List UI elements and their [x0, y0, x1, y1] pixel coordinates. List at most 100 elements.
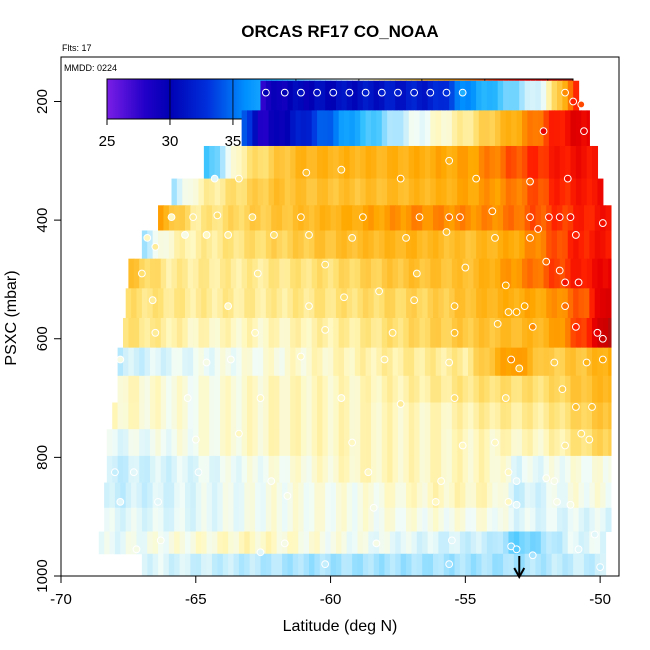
heatmap-cell — [139, 375, 146, 403]
heatmap-cell — [182, 429, 189, 457]
heatmap-cell — [473, 258, 480, 289]
heatmap-cell — [554, 402, 561, 430]
heatmap-cell — [158, 507, 165, 533]
heatmap-cell — [306, 429, 313, 457]
heatmap-cell — [435, 347, 442, 377]
sample-point — [375, 287, 383, 296]
sample-point — [226, 355, 235, 364]
heatmap-cell — [419, 429, 426, 457]
heatmap-cell — [373, 230, 380, 260]
sample-point — [402, 234, 410, 242]
heatmap-cell — [527, 402, 534, 430]
heatmap-cell — [317, 145, 324, 180]
heatmap-cell — [435, 402, 442, 430]
heatmap-cell — [602, 317, 609, 349]
heatmap-cell — [338, 347, 345, 377]
heatmap-cell — [295, 429, 302, 457]
heatmap-cell — [292, 205, 299, 231]
heatmap-cell — [408, 429, 415, 457]
heatmap-cell — [500, 455, 507, 484]
heatmap-cell — [179, 531, 186, 555]
heatmap-cell — [209, 455, 216, 484]
heatmap-cell — [354, 317, 361, 349]
heatmap-cell — [397, 145, 404, 180]
heatmap-cell — [190, 230, 197, 260]
heatmap-cell — [473, 178, 480, 206]
heatmap-cell — [209, 402, 216, 430]
heatmap-cell — [244, 205, 251, 231]
heatmap-cell — [193, 258, 200, 289]
heatmap-cell — [403, 429, 410, 457]
heatmap-cell — [532, 145, 539, 180]
heatmap-cell — [430, 429, 437, 457]
heatmap-cell — [152, 553, 159, 576]
heatmap-cell — [255, 230, 262, 260]
heatmap-cell — [446, 455, 453, 484]
heatmap-cell — [271, 205, 278, 231]
heatmap-cell — [190, 482, 197, 509]
heatmap-cell — [139, 429, 146, 457]
sample-point — [561, 278, 569, 287]
heatmap-cell — [314, 507, 321, 533]
heatmap-cell — [233, 482, 240, 509]
heatmap-cell — [497, 482, 504, 509]
heatmap-cell — [495, 347, 501, 377]
sample-point — [582, 358, 591, 367]
heatmap-cell — [255, 482, 262, 509]
heatmap-cell — [540, 80, 547, 111]
heatmap-cell — [476, 80, 483, 111]
heatmap-cell — [260, 507, 267, 533]
heatmap-cell — [521, 178, 528, 206]
heatmap-cell — [190, 288, 197, 319]
heatmap-cell — [279, 455, 286, 484]
sample-point — [297, 213, 305, 222]
heatmap-cell — [123, 429, 129, 457]
heatmap-cell — [419, 317, 426, 349]
heatmap-cell — [120, 482, 127, 509]
heatmap-cell — [424, 455, 431, 484]
y-tick-label: 800 — [34, 445, 51, 470]
heatmap-cell — [422, 482, 429, 509]
heatmap-cell — [524, 482, 531, 509]
heatmap-cell — [338, 429, 345, 457]
heatmap-cell — [559, 178, 566, 206]
heatmap-cell — [333, 110, 340, 147]
sample-point — [555, 213, 564, 222]
heatmap-cell — [163, 288, 170, 319]
heatmap-cell — [300, 402, 307, 430]
heatmap-cell — [530, 80, 537, 111]
heatmap-cell — [400, 205, 407, 231]
heatmap-cell — [419, 455, 426, 484]
heatmap-cell — [459, 482, 466, 509]
heatmap-cell — [373, 482, 380, 509]
heatmap-cell — [160, 455, 167, 484]
heatmap-cell — [546, 507, 553, 533]
heatmap-cell — [519, 553, 526, 576]
heatmap-cell — [535, 482, 542, 509]
heatmap-cell — [160, 375, 167, 403]
heatmap-cell — [155, 375, 162, 403]
heatmap-cell — [260, 288, 267, 319]
heatmap-cell — [424, 178, 431, 206]
heatmap-cell — [427, 288, 434, 319]
heatmap-cell — [557, 230, 563, 260]
heatmap-cell — [176, 258, 183, 289]
heatmap-cell — [592, 402, 599, 430]
heatmap-cell — [247, 145, 253, 180]
sample-point — [253, 269, 262, 278]
sample-point — [577, 429, 586, 438]
heatmap-cell — [548, 317, 555, 349]
heatmap-cell — [492, 205, 499, 231]
heatmap-cell — [247, 178, 253, 206]
heatmap-cell — [168, 288, 175, 319]
heatmap-cell — [535, 553, 542, 576]
heatmap-cell — [397, 429, 404, 457]
heatmap-cell — [592, 375, 599, 403]
heatmap-cell — [252, 178, 259, 206]
heatmap-cell — [276, 507, 283, 533]
heatmap-cell — [158, 553, 165, 576]
heatmap-cell — [492, 288, 499, 319]
heatmap-cell — [279, 258, 286, 289]
heatmap-cell — [454, 507, 461, 533]
